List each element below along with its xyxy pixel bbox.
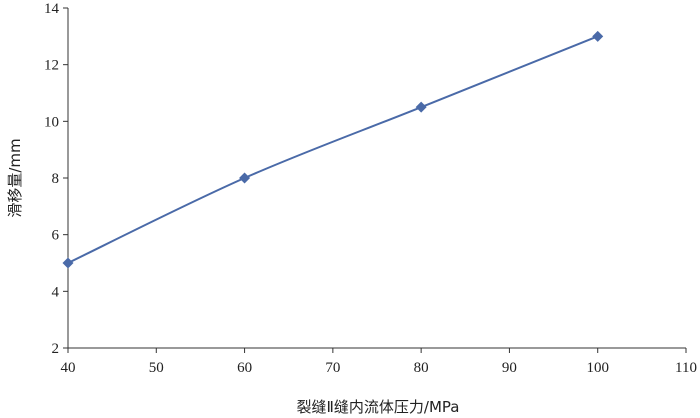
x-axis-title: 裂缝Ⅱ缝内流体压力/MPa [297,398,460,416]
y-axis-title: 滑移量/mm [6,138,24,217]
plot-area [62,30,604,269]
x-tick-label: 80 [414,360,429,376]
x-ticks: 40 50 60 70 80 90 100 110 [61,348,697,376]
y-tick-label: 10 [44,114,59,130]
data-point-marker [62,257,74,269]
data-point-marker [415,101,427,113]
y-tick-label: 8 [52,171,60,187]
x-tick-label: 70 [325,360,340,376]
data-point-marker [239,172,251,184]
y-tick-label: 4 [52,284,60,300]
series-line [67,35,599,264]
x-tick-label: 60 [237,360,252,376]
data-point-marker [592,30,604,42]
x-tick-label: 50 [149,360,164,376]
y-ticks: 2 4 6 8 10 12 14 [44,1,68,357]
axes [67,8,686,349]
y-tick-label: 6 [52,228,60,244]
y-tick-label: 12 [44,58,59,74]
x-tick-label: 90 [502,360,517,376]
y-tick-label: 14 [44,1,60,17]
y-tick-label: 2 [52,341,60,357]
x-tick-label: 100 [586,360,609,376]
x-tick-label: 40 [61,360,76,376]
x-tick-label: 110 [675,360,697,376]
